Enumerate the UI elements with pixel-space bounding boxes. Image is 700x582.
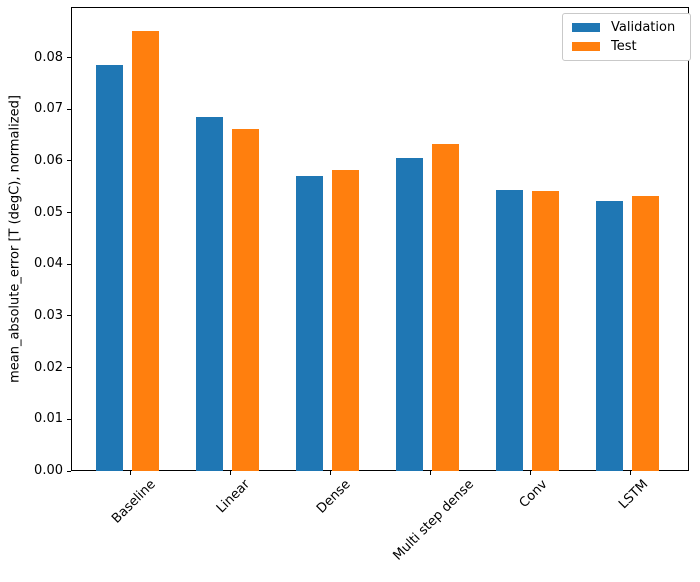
x-tick-mark	[429, 471, 431, 475]
bar-validation-conv	[496, 189, 523, 471]
plot-area	[71, 7, 689, 471]
bar-test-lstm	[632, 196, 659, 471]
y-tick-mark	[67, 367, 71, 369]
y-tick-label: 0.01	[34, 411, 63, 427]
legend-swatch-test	[572, 42, 600, 51]
y-tick-label: 0.00	[34, 463, 63, 478]
x-tick-mark	[229, 471, 231, 475]
bar-validation-lstm	[596, 201, 623, 471]
x-tick-label-lstm: LSTM	[615, 477, 651, 513]
bar-validation-dense	[296, 176, 323, 471]
x-tick-label-linear: Linear	[214, 477, 254, 517]
legend-label-validation: Validation	[611, 20, 676, 35]
y-tick-mark	[67, 160, 71, 162]
legend-label-test: Test	[611, 39, 637, 54]
bar-test-dense	[332, 170, 359, 471]
legend-item-validation: Validation	[572, 20, 681, 35]
y-tick-label: 0.05	[34, 204, 63, 220]
x-tick-mark	[329, 471, 331, 475]
bar-test-linear	[232, 129, 259, 471]
bar-test-baseline	[132, 30, 159, 471]
y-tick-mark	[67, 108, 71, 110]
y-tick-label: 0.04	[34, 256, 63, 272]
y-tick-mark	[67, 212, 71, 214]
legend-item-test: Test	[572, 39, 681, 54]
x-tick-label-dense: Dense	[313, 477, 354, 517]
y-tick-mark	[67, 418, 71, 420]
bar-validation-multi-step-dense	[396, 158, 423, 471]
bar-validation-linear	[196, 117, 223, 471]
y-tick-label: 0.03	[34, 307, 63, 323]
x-tick-label-conv: Conv	[516, 477, 551, 511]
y-tick-mark	[67, 315, 71, 317]
y-tick-label: 0.06	[34, 152, 63, 168]
y-axis-label: mean_absolute_error [T (degC), normalize…	[7, 95, 23, 383]
y-tick-label: 0.08	[34, 49, 63, 65]
y-tick-mark	[67, 263, 71, 265]
x-tick-mark	[129, 471, 131, 475]
legend-swatch-validation	[572, 23, 600, 32]
bar-test-multi-step-dense	[432, 144, 459, 471]
y-tick-mark	[67, 57, 71, 59]
y-tick-label: 0.02	[34, 359, 63, 375]
bar-test-conv	[532, 190, 559, 471]
bar-validation-baseline	[96, 65, 123, 471]
y-tick-mark	[67, 470, 71, 472]
x-tick-label-baseline: Baseline	[108, 477, 159, 527]
x-tick-label-multi-step-dense: Multi step dense	[390, 477, 478, 564]
x-tick-mark	[529, 471, 531, 475]
x-tick-mark	[629, 471, 631, 475]
y-tick-label: 0.07	[34, 101, 63, 117]
legend: Validation Test	[562, 13, 691, 61]
